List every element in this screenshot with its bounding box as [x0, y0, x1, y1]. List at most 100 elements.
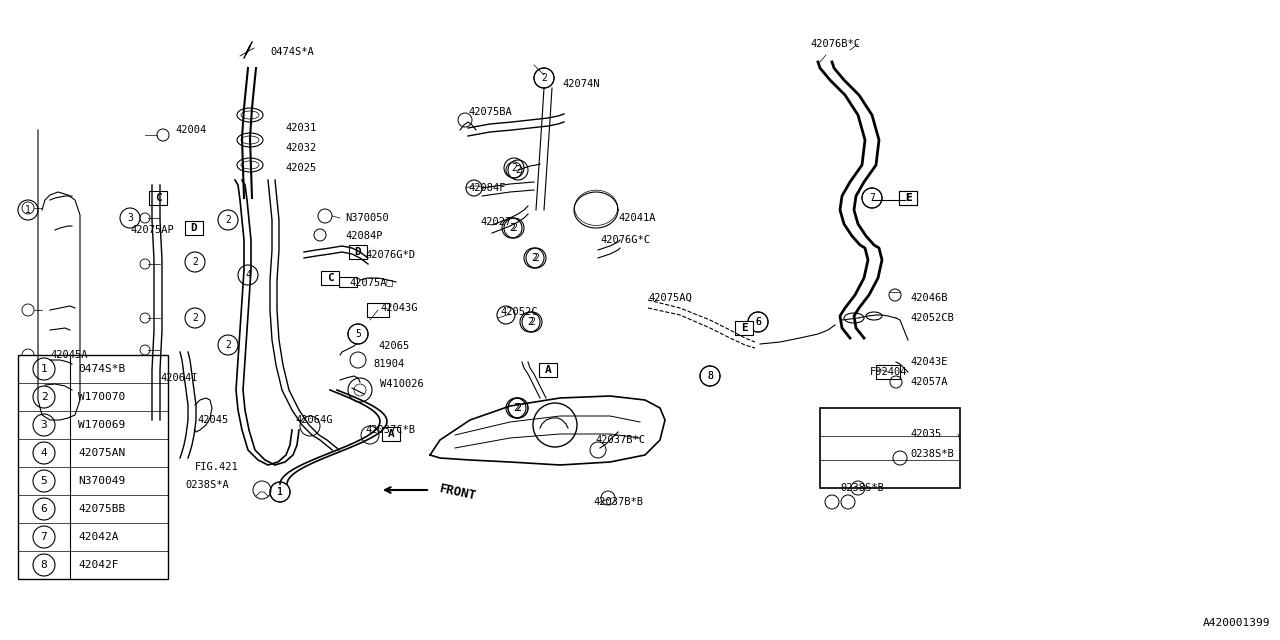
Text: C: C	[155, 193, 161, 203]
Text: 42045: 42045	[197, 415, 228, 425]
Text: 3: 3	[41, 420, 47, 430]
Text: 42076G*C: 42076G*C	[600, 235, 650, 245]
Text: 2: 2	[541, 73, 547, 83]
Text: 8: 8	[707, 371, 713, 381]
Text: W170069: W170069	[78, 420, 125, 430]
Text: A420001399: A420001399	[1202, 618, 1270, 628]
Bar	[876, 365, 900, 379]
Bar	[735, 321, 753, 335]
Text: 4: 4	[41, 448, 47, 458]
Text: E: E	[905, 193, 911, 203]
Text: 42032: 42032	[285, 143, 316, 153]
Text: 42075AP: 42075AP	[131, 225, 174, 235]
Text: W410026: W410026	[380, 379, 424, 389]
Text: 2: 2	[529, 317, 535, 327]
Text: 4: 4	[244, 270, 251, 280]
Text: 42027: 42027	[480, 217, 511, 227]
Text: 42075BA: 42075BA	[468, 107, 512, 117]
Text: 42046B: 42046B	[910, 293, 947, 303]
Text: D: D	[355, 247, 361, 257]
Text: 42045A: 42045A	[50, 350, 87, 360]
Text: 2: 2	[527, 317, 532, 327]
Text: 42042F: 42042F	[78, 560, 119, 570]
Text: 2: 2	[192, 257, 198, 267]
Text: F92404: F92404	[870, 367, 908, 377]
Text: 42052CB: 42052CB	[910, 313, 954, 323]
Text: 2: 2	[511, 223, 517, 233]
Bar	[186, 221, 204, 235]
Text: 3: 3	[127, 213, 133, 223]
Text: 42075AN: 42075AN	[78, 448, 125, 458]
Text: A: A	[388, 429, 394, 439]
Text: 42043G: 42043G	[380, 303, 417, 313]
Text: 42043E: 42043E	[910, 357, 947, 367]
Text: 2: 2	[513, 403, 518, 413]
Text: E: E	[905, 193, 911, 203]
Bar	[349, 245, 367, 259]
Text: FIG.421: FIG.421	[195, 462, 239, 472]
Text: 42064I: 42064I	[160, 373, 197, 383]
Text: 6: 6	[41, 504, 47, 514]
Text: 2: 2	[532, 253, 539, 263]
Text: 2: 2	[511, 163, 517, 173]
Text: 1: 1	[41, 364, 47, 374]
Text: 42037B*C: 42037B*C	[595, 435, 645, 445]
Text: 7: 7	[41, 532, 47, 542]
Text: 42075BB: 42075BB	[78, 504, 125, 514]
Text: 42025: 42025	[285, 163, 316, 173]
Text: 0474S*B: 0474S*B	[78, 364, 125, 374]
Text: 42035: 42035	[910, 429, 941, 439]
Bar	[321, 271, 339, 285]
Text: 42041A: 42041A	[618, 213, 655, 223]
Text: 2: 2	[41, 392, 47, 402]
Text: 1: 1	[276, 487, 283, 497]
Text: 6: 6	[755, 317, 760, 327]
Text: 42031: 42031	[285, 123, 316, 133]
Text: 0238S*B: 0238S*B	[840, 483, 883, 493]
Ellipse shape	[237, 158, 262, 172]
Text: 7: 7	[869, 193, 876, 203]
Bar	[367, 303, 389, 317]
Bar	[539, 363, 557, 377]
Text: D: D	[191, 223, 197, 233]
Text: 42084P: 42084P	[346, 231, 383, 241]
Text: 0238S*A: 0238S*A	[186, 480, 229, 490]
Text: 2: 2	[192, 313, 198, 323]
Text: 2: 2	[515, 403, 521, 413]
Text: 1: 1	[26, 205, 31, 215]
Text: 42037C*B: 42037C*B	[365, 425, 415, 435]
Text: 42076B*C: 42076B*C	[810, 39, 860, 49]
Bar	[381, 427, 399, 441]
Text: A: A	[544, 365, 552, 375]
Bar	[899, 191, 916, 205]
Text: 42075AQ: 42075AQ	[648, 293, 691, 303]
Text: W170070: W170070	[78, 392, 125, 402]
Ellipse shape	[237, 133, 262, 147]
Text: 42042A: 42042A	[78, 532, 119, 542]
Bar	[820, 408, 960, 488]
Text: E: E	[741, 323, 748, 333]
Text: 42075A□: 42075A□	[349, 277, 393, 287]
Text: C: C	[326, 273, 333, 283]
Ellipse shape	[237, 108, 262, 122]
Text: 2: 2	[225, 340, 230, 350]
Text: 1: 1	[276, 487, 283, 497]
Text: 0238S*B: 0238S*B	[910, 449, 954, 459]
Text: 42076G*D: 42076G*D	[365, 250, 415, 260]
Text: FRONT: FRONT	[438, 482, 477, 502]
Text: 5: 5	[355, 329, 361, 339]
Text: 2: 2	[225, 215, 230, 225]
Text: 42065: 42065	[378, 341, 410, 351]
Bar	[18, 355, 168, 579]
Text: 2: 2	[509, 223, 515, 233]
Text: N370050: N370050	[346, 213, 389, 223]
Text: 8: 8	[41, 560, 47, 570]
Text: N370049: N370049	[78, 476, 125, 486]
Text: 2: 2	[531, 253, 536, 263]
Text: 42064G: 42064G	[294, 415, 333, 425]
Text: 42074N: 42074N	[562, 79, 599, 89]
Text: 42037B*B: 42037B*B	[593, 497, 643, 507]
Text: 42052C: 42052C	[500, 307, 538, 317]
Text: 42084F: 42084F	[468, 183, 506, 193]
Text: 42057A: 42057A	[910, 377, 947, 387]
